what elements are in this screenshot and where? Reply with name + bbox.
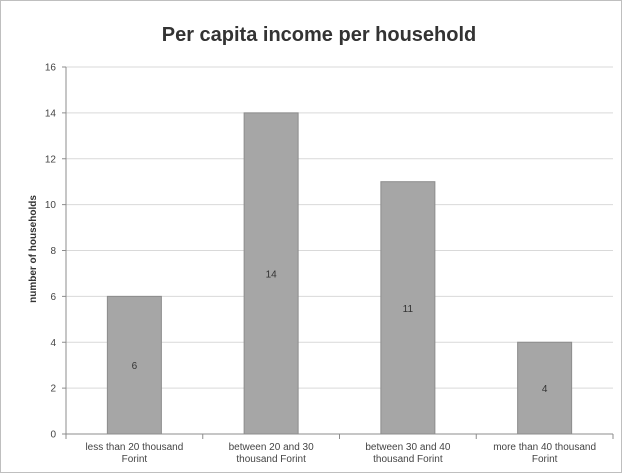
y-tick-label: 12: [45, 154, 57, 165]
y-tick-label: 6: [50, 292, 56, 303]
y-tick-label: 16: [45, 63, 57, 74]
x-category-label: less than 20 thousand Forint: [85, 442, 183, 465]
y-tick-label: 2: [50, 384, 56, 395]
bar: [380, 181, 436, 435]
y-tick-label: 4: [50, 338, 56, 349]
x-category-label: between 20 and 30 thousand Forint: [229, 442, 315, 465]
chart-title: Per capita income per household: [162, 24, 477, 46]
bar: [243, 112, 299, 435]
bar: [517, 341, 573, 435]
data-label: 11: [403, 304, 414, 315]
y-tick-label: 0: [50, 430, 56, 441]
bar: [106, 295, 162, 435]
x-category-label: between 30 and 40 thousand Forint: [365, 442, 451, 465]
x-category-label: more than 40 thousand Forint: [493, 442, 596, 465]
y-tick-label: 14: [45, 108, 57, 119]
data-label: 14: [266, 269, 278, 280]
y-axis-ticks: 0 2 4 6 8 10 12 14 16: [45, 63, 66, 441]
y-axis-label: number of households: [28, 195, 39, 303]
axes: [65, 67, 614, 439]
y-tick-label: 8: [50, 246, 56, 257]
y-tick-label: 10: [45, 200, 57, 211]
x-axis-categories: less than 20 thousand Forint between 20 an…: [85, 442, 596, 465]
data-label: 6: [132, 361, 138, 372]
data-label: 4: [542, 384, 548, 395]
bars: 6 14 11 4: [106, 112, 573, 435]
